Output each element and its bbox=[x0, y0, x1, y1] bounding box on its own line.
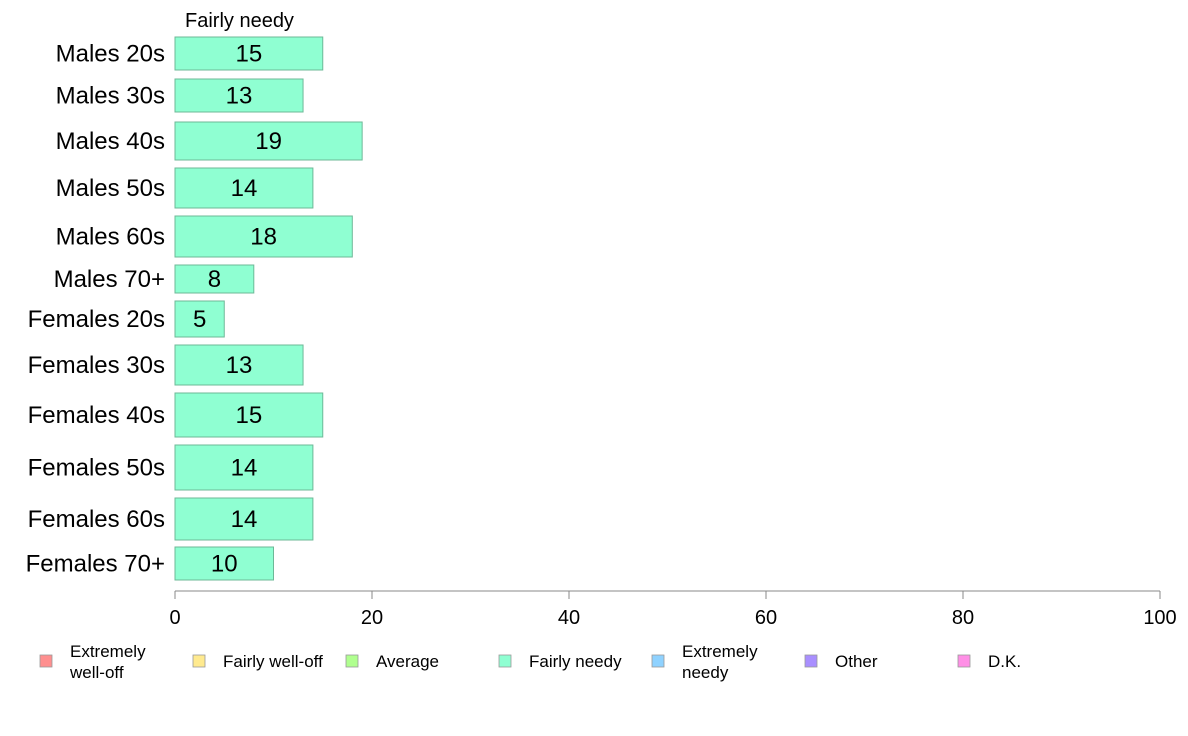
legend-label-line: Average bbox=[376, 652, 439, 671]
data-label: 13 bbox=[226, 83, 253, 110]
x-tick-label: 60 bbox=[755, 607, 777, 629]
legend-label: Average bbox=[376, 652, 439, 671]
legend-swatch bbox=[957, 654, 971, 668]
data-label: 13 bbox=[226, 352, 253, 379]
legend-label-line: Fairly needy bbox=[529, 652, 622, 671]
category-label: Males 60s bbox=[56, 224, 165, 251]
legend-label-line: Extremely bbox=[682, 642, 758, 661]
data-label: 14 bbox=[231, 175, 258, 202]
data-label: 18 bbox=[250, 224, 277, 251]
x-axis: 0 20 40 60 80 100 bbox=[169, 590, 1177, 629]
legend-swatch bbox=[498, 654, 512, 668]
legend: Extremely well-off Fairly well-off Average F… bbox=[39, 642, 1021, 682]
bar bbox=[174, 36, 324, 71]
bar bbox=[174, 392, 324, 438]
bar bbox=[174, 215, 353, 258]
category-label: Females 60s bbox=[28, 506, 165, 533]
bar bbox=[174, 78, 304, 113]
legend-label: Extremely well-off bbox=[69, 642, 146, 682]
data-label: 14 bbox=[231, 455, 258, 482]
legend-label-line: Extremely bbox=[70, 642, 146, 661]
bar bbox=[174, 546, 274, 581]
data-label: 15 bbox=[236, 41, 263, 68]
legend-swatch bbox=[804, 654, 818, 668]
category-label: Males 20s bbox=[56, 41, 165, 68]
category-label: Females 50s bbox=[28, 455, 165, 482]
legend-label: Extremely needy bbox=[682, 642, 758, 682]
bar bbox=[174, 300, 225, 338]
data-label: 14 bbox=[231, 506, 258, 533]
x-tick-label: 40 bbox=[558, 607, 580, 629]
legend-swatch bbox=[651, 654, 665, 668]
category-label: Females 30s bbox=[28, 352, 165, 379]
category-label: Females 70+ bbox=[26, 551, 165, 578]
x-tick-label: 100 bbox=[1143, 607, 1176, 629]
bar bbox=[174, 497, 314, 541]
x-tick-label: 0 bbox=[169, 607, 180, 629]
bar bbox=[174, 167, 314, 209]
legend-label: D.K. bbox=[988, 652, 1021, 671]
legend-swatch bbox=[192, 654, 206, 668]
bar bbox=[174, 344, 304, 386]
legend-label-line: Other bbox=[835, 652, 878, 671]
legend-label-line: Fairly well-off bbox=[223, 652, 323, 671]
x-tick-label: 20 bbox=[361, 607, 383, 629]
data-label: 8 bbox=[208, 266, 221, 293]
data-label: 10 bbox=[211, 551, 238, 578]
legend-label-line: D.K. bbox=[988, 652, 1021, 671]
data-label: 19 bbox=[255, 128, 282, 155]
bars-group: Males 20s 15 Males 30s 13 Males 40s 19 Males 5… bbox=[26, 36, 363, 581]
category-label: Males 40s bbox=[56, 128, 165, 155]
legend-label-line: needy bbox=[682, 663, 729, 682]
category-label: Females 20s bbox=[28, 306, 165, 333]
bar bbox=[174, 444, 314, 491]
legend-swatch bbox=[39, 654, 53, 668]
chart-title: Fairly needy bbox=[185, 10, 294, 32]
data-label: 15 bbox=[236, 402, 263, 429]
bar bbox=[174, 121, 363, 161]
category-label: Males 30s bbox=[56, 83, 165, 110]
x-tick-label: 80 bbox=[952, 607, 974, 629]
category-label: Males 70+ bbox=[54, 266, 165, 293]
legend-label-line: well-off bbox=[69, 663, 124, 682]
legend-label: Fairly needy bbox=[529, 652, 622, 671]
legend-label: Other bbox=[835, 652, 878, 671]
bar bbox=[174, 264, 255, 294]
legend-swatch bbox=[345, 654, 359, 668]
data-label: 5 bbox=[193, 306, 206, 333]
category-label: Males 50s bbox=[56, 175, 165, 202]
legend-label: Fairly well-off bbox=[223, 652, 323, 671]
category-label: Females 40s bbox=[28, 402, 165, 429]
